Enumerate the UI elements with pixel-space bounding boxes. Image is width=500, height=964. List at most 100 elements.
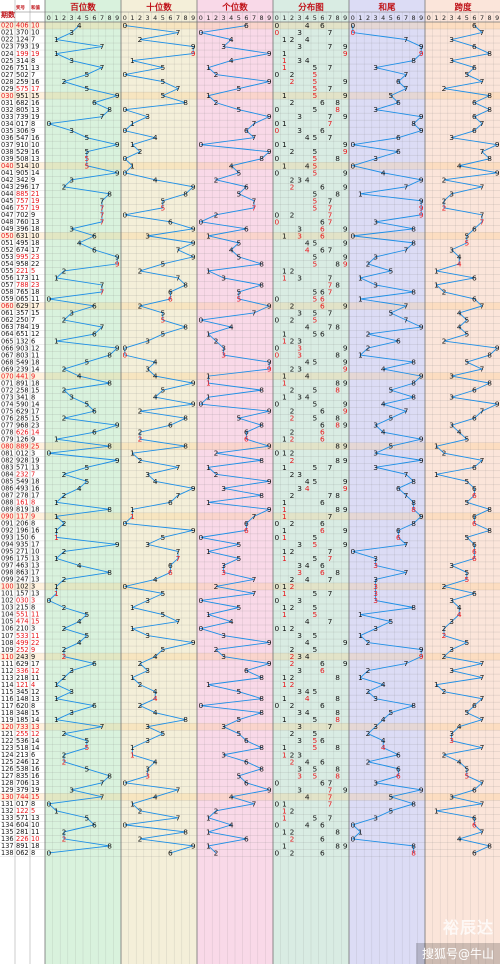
mark-bai: 1 (54, 526, 59, 535)
panel-title-hew: 和尾 (378, 2, 396, 13)
mark-shi: 7 (176, 554, 181, 563)
mark-kua: 3 (449, 792, 454, 801)
mark-fen: 2 (290, 575, 295, 584)
row-issue: 131 (1, 800, 14, 808)
mark-fen: 0 (274, 519, 279, 528)
mark-shi: 2 (138, 35, 143, 44)
mark-ge: 1 (206, 680, 211, 689)
mark-kua: 1 (434, 680, 439, 689)
row-prize-number: 396 (16, 225, 29, 233)
mark-hew: 2 (366, 687, 371, 696)
row-issue: 137 (1, 842, 14, 850)
row-sum: 14 (31, 169, 39, 177)
mark-hew: 3 (373, 554, 378, 563)
row-sum: 16 (31, 772, 39, 780)
row-prize-number: 631 (16, 232, 29, 240)
mark-ge: 8 (259, 491, 264, 500)
row-issue: 103 (1, 604, 14, 612)
mark-fen: 5 (312, 358, 317, 367)
mark-kua: 2 (442, 750, 447, 759)
mark-fen: 8 (335, 491, 340, 500)
row-issue: 125 (1, 758, 14, 766)
mark-shi: 8 (183, 715, 188, 724)
mark-shi: 0 (122, 820, 127, 829)
row-issue: 102 (1, 597, 14, 605)
mark-fen: 5 (312, 70, 317, 79)
mark-hew: 3 (373, 813, 378, 822)
mark-shi: 1 (130, 56, 135, 65)
mark-shi: 4 (153, 393, 158, 402)
mark-fen: 5 (312, 386, 317, 395)
row-issue: 122 (1, 737, 14, 745)
mark-ge: 5 (236, 715, 241, 724)
mark-bai: 2 (62, 757, 67, 766)
mark-shi: 6 (168, 848, 173, 857)
mark-ge: 1 (206, 827, 211, 836)
mark-hew: 0 (350, 547, 355, 556)
row-sum: 16 (31, 765, 39, 773)
mark-ge: 9 (267, 301, 272, 310)
mark-shi: 9 (191, 49, 196, 58)
row-sum: 13 (31, 463, 39, 471)
mark-fen: 4 (305, 56, 310, 65)
mark-kua: 6 (472, 848, 477, 857)
mark-bai: 7 (100, 287, 105, 296)
mark-fen: 2 (290, 365, 295, 374)
row-prize-number: 760 (16, 218, 29, 226)
row-sum: 10 (31, 141, 39, 149)
mark-fen: 4 (305, 358, 310, 367)
mark-bai: 7 (100, 217, 105, 226)
mark-hew: 8 (411, 848, 416, 857)
mark-kua: 6 (472, 540, 477, 549)
row-prize-number: 682 (16, 99, 29, 107)
panel-digit-header: 0 (123, 14, 127, 22)
mark-shi: 0 (122, 210, 127, 219)
row-sum: 11 (31, 632, 39, 640)
mark-kua: 4 (457, 161, 462, 170)
mark-fen: 2 (290, 175, 295, 184)
mark-fen: 6 (320, 301, 325, 310)
row-issue: 063 (1, 323, 14, 331)
mark-fen: 0 (274, 701, 279, 710)
mark-shi: 5 (160, 196, 165, 205)
panel-digit-header: 0 (199, 14, 203, 22)
mark-ge: 3 (221, 351, 226, 360)
mark-ge: 8 (259, 421, 264, 430)
mark-ge: 4 (229, 323, 234, 332)
mark-shi: 4 (153, 133, 158, 142)
mark-kua: 6 (472, 224, 477, 233)
row-sum: 13 (31, 562, 39, 570)
panel-digit-header: 8 (108, 14, 112, 22)
mark-fen: 5 (312, 554, 317, 563)
mark-kua: 2 (442, 84, 447, 93)
mark-fen: 2 (290, 652, 295, 661)
mark-shi: 0 (122, 70, 127, 79)
row-prize-number: 629 (16, 302, 29, 310)
mark-shi: 4 (153, 694, 158, 703)
mark-fen: 4 (305, 372, 310, 381)
row-issue: 081 (1, 449, 14, 457)
panel-digit-header: 0 (47, 14, 51, 22)
panel-digit-header: 1 (358, 14, 362, 22)
row-prize-number: 259 (16, 78, 29, 86)
mark-ge: 2 (214, 98, 219, 107)
mark-bai: 6 (92, 659, 97, 668)
mark-fen: 0 (274, 21, 279, 30)
row-prize-number: 199 (16, 50, 29, 58)
row-prize-number: 533 (16, 632, 29, 640)
mark-fen: 8 (335, 827, 340, 836)
mark-fen: 7 (328, 778, 333, 787)
row-band (0, 92, 500, 100)
mark-kua: 5 (464, 435, 469, 444)
row-prize-number: 835 (16, 772, 29, 780)
mark-fen: 5 (312, 400, 317, 409)
mark-fen: 9 (343, 442, 348, 451)
row-issue: 094 (1, 541, 14, 549)
mark-fen: 5 (312, 252, 317, 261)
row-prize-number: 474 (16, 618, 29, 626)
mark-fen: 1 (282, 505, 287, 514)
mark-fen: 5 (312, 729, 317, 738)
mark-fen: 1 (282, 266, 287, 275)
mark-fen: 7 (328, 112, 333, 121)
row-sum: 19 (31, 786, 39, 794)
